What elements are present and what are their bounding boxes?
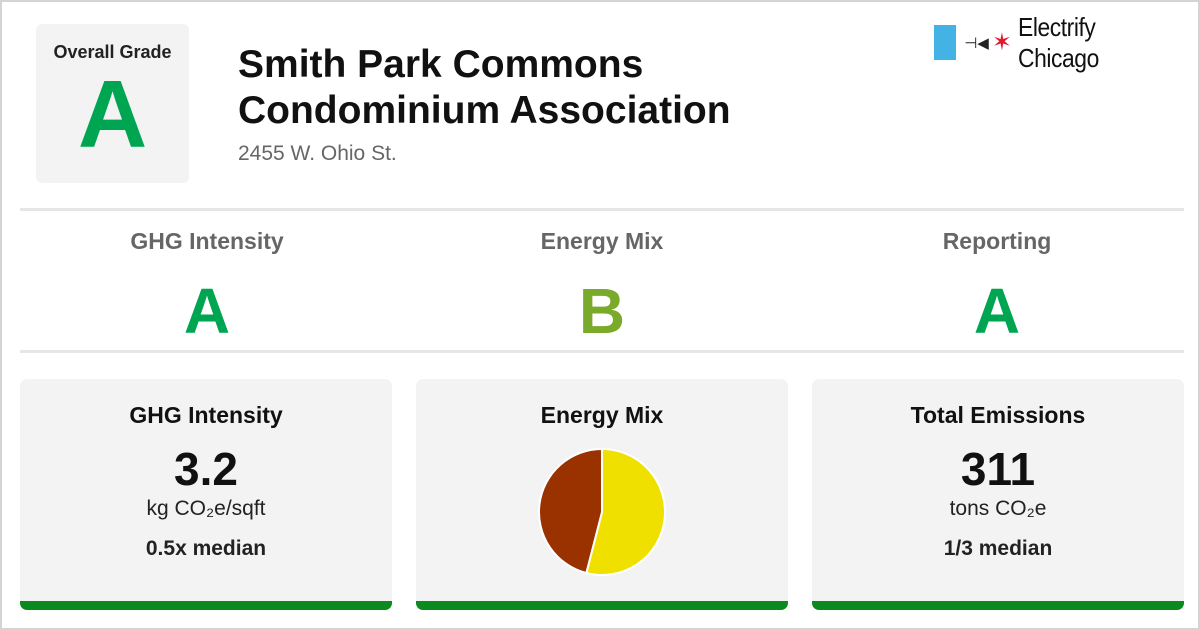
card-energy-accent-bar <box>416 601 788 610</box>
card-total-emissions: Total Emissions 311 tons CO₂e 1/3 median <box>812 379 1184 610</box>
subgrade-energy-mix-label: Energy Mix <box>540 228 664 254</box>
card-emissions-value: 311 <box>960 443 1036 495</box>
chicago-star-icon: ✶ <box>991 28 1012 56</box>
subgrade-reporting-grade: A <box>973 275 1021 347</box>
card-ghg-title: GHG Intensity <box>129 402 283 428</box>
card-ghg-intensity: GHG Intensity 3.2 kg CO₂e/sqft 0.5x medi… <box>20 379 392 610</box>
pie-slice-0 <box>585 447 666 576</box>
brand-logo: ⊣◀ ✶ Electrify Chicago <box>934 12 1198 73</box>
card-emissions-median: 1/3 median <box>943 537 1053 560</box>
card-ghg-accent-bar <box>20 601 392 610</box>
subgrade-ghg-label: GHG Intensity <box>130 228 284 254</box>
flag-stripe-icon <box>934 25 957 60</box>
card-energy-mix: Energy Mix <box>416 379 788 610</box>
subgrade-energy-mix-grade: B <box>578 275 626 347</box>
subgrade-reporting: Reporting A <box>807 228 1187 347</box>
overall-grade-label: Overall Grade <box>53 42 172 62</box>
divider-middle <box>20 350 1184 353</box>
building-title-line2: Condominium Association <box>238 89 731 132</box>
card-ghg-value: 3.2 <box>174 443 238 495</box>
card-energy-title: Energy Mix <box>540 402 664 428</box>
subgrade-reporting-label: Reporting <box>942 228 1052 254</box>
pie-slice-1 <box>538 447 603 575</box>
subgrade-energy-mix: Energy Mix B <box>412 228 792 347</box>
card-ghg-median: 0.5x median <box>145 537 267 560</box>
divider-top <box>20 208 1184 211</box>
building-address: 2455 W. Ohio St. <box>238 142 397 165</box>
brand-name: Electrify Chicago <box>1017 11 1099 73</box>
building-title: Smith Park Commons Condominium Associati… <box>238 42 731 134</box>
card-emissions-title: Total Emissions <box>910 402 1086 428</box>
overall-grade-value: A <box>77 61 148 168</box>
plug-icon: ⊣◀ <box>964 34 989 52</box>
subgrade-ghg-grade: A <box>183 275 231 347</box>
building-title-line1: Smith Park Commons <box>238 43 644 86</box>
overall-grade-box: Overall Grade A <box>36 24 189 183</box>
card-emissions-unit: tons CO₂e <box>949 497 1047 520</box>
energy-mix-pie-chart <box>538 447 666 576</box>
subgrade-ghg: GHG Intensity A <box>17 228 397 347</box>
card-ghg-unit: kg CO₂e/sqft <box>146 497 266 520</box>
card-emissions-accent-bar <box>812 601 1184 610</box>
